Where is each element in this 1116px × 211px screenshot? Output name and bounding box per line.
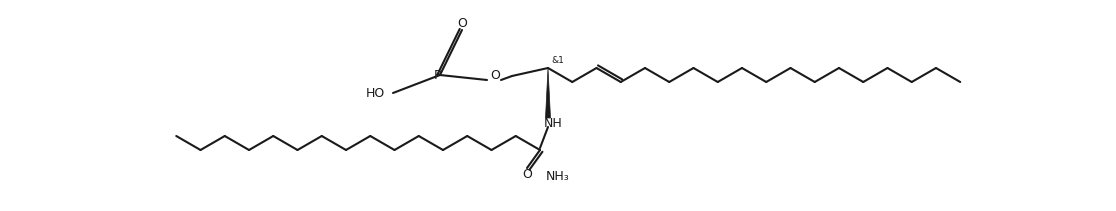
Text: HO: HO — [365, 87, 385, 100]
Text: NH₃: NH₃ — [546, 169, 570, 183]
Polygon shape — [546, 68, 550, 118]
Text: O: O — [490, 69, 500, 81]
Text: O: O — [522, 168, 532, 180]
Text: O: O — [458, 16, 466, 30]
Text: NH: NH — [543, 116, 562, 130]
Text: &1: &1 — [551, 55, 565, 65]
Text: P: P — [433, 69, 441, 81]
